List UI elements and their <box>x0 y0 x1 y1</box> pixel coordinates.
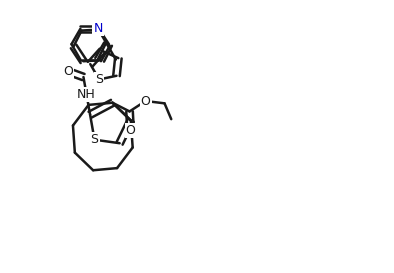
Text: O: O <box>126 124 136 137</box>
Text: NH: NH <box>77 88 96 101</box>
Text: O: O <box>63 65 73 78</box>
Text: S: S <box>95 73 103 86</box>
Text: O: O <box>141 94 151 108</box>
Text: S: S <box>91 133 98 146</box>
Text: N: N <box>93 22 103 35</box>
